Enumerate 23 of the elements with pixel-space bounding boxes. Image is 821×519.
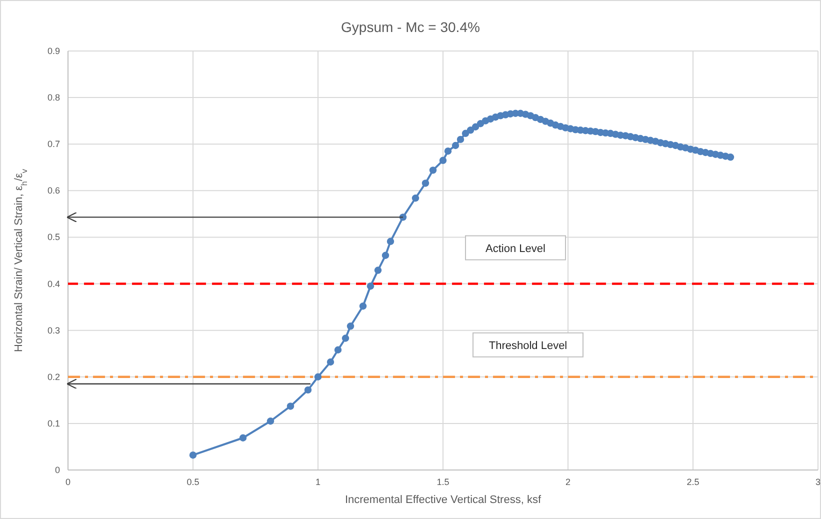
ref-line-label: Action Level [486, 242, 546, 255]
x-tick-label: 1.5 [436, 477, 450, 487]
x-tick-label: 2 [565, 477, 571, 487]
y-tick-label: 0.1 [47, 418, 60, 428]
chart-title: Gypsum - Mc = 30.4% [341, 19, 480, 35]
y-tick-label: 0.9 [47, 46, 60, 56]
y-tick-label: 0 [54, 465, 60, 475]
x-tick-label: 0.5 [186, 477, 200, 487]
ref-line-label: Threshold Level [488, 340, 568, 352]
text-box: Threshold Level [472, 332, 584, 358]
x-axis-title: Incremental Effective Vertical Stress, ksf [344, 494, 542, 506]
x-tick-label: 1 [315, 477, 321, 487]
x-tick-label: 3 [815, 477, 821, 487]
y-tick-label: 0.7 [47, 139, 60, 150]
text-box: Action Level [465, 235, 566, 260]
y-tick-label: 0.5 [47, 232, 60, 242]
x-tick-label: 0 [65, 477, 71, 487]
y-tick-label: 0.2 [47, 372, 60, 382]
x-tick-label: 2.5 [686, 477, 700, 487]
y-tick-label: 0.8 [47, 92, 60, 103]
y-tick-label: 0.3 [47, 325, 60, 336]
y-tick-label: 0.6 [47, 186, 60, 196]
y-tick-label: 0.4 [47, 278, 60, 289]
